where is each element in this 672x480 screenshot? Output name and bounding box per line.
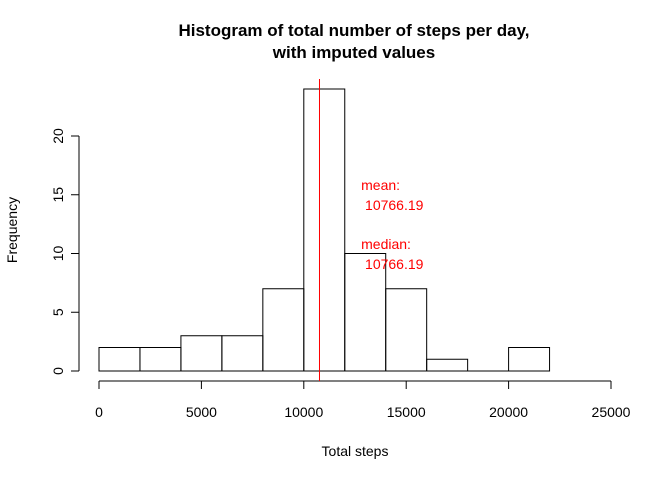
chart-title-line-1: Histogram of total number of steps per d… (178, 21, 529, 40)
histogram-bar (385, 288, 428, 372)
chart-title-line-2: with imputed values (272, 43, 435, 62)
x-axis: 0 5000 10000 15000 20000 25000 (95, 380, 631, 420)
y-tick-label: 10 (50, 246, 66, 262)
histogram-bar (221, 335, 264, 372)
annotation-line: median: (361, 236, 411, 252)
x-tick-label: 5000 (186, 404, 217, 420)
histogram-bars (98, 88, 551, 372)
histogram-bar (98, 347, 141, 372)
median-annotation: median: 10766.19 (361, 236, 423, 272)
histogram-bar (508, 347, 551, 372)
histogram-bar (139, 347, 182, 372)
annotation-line: 10766.19 (361, 256, 423, 272)
y-tick-label: 5 (50, 308, 66, 316)
y-tick-label: 20 (50, 128, 66, 144)
x-tick-label: 10000 (284, 404, 323, 420)
annotation-line: mean: (361, 177, 400, 193)
x-axis-label: Total steps (322, 443, 389, 459)
y-axis: 0 5 10 15 20 (50, 128, 80, 375)
x-tick-label: 0 (95, 404, 103, 420)
x-tick-label: 20000 (489, 404, 528, 420)
x-tick-label: 25000 (592, 404, 631, 420)
histogram-bar (303, 88, 346, 372)
y-tick-label: 0 (50, 367, 66, 375)
histogram-bar (262, 288, 305, 372)
y-tick-label: 15 (50, 187, 66, 203)
histogram-bar (180, 335, 223, 372)
histogram-bar (426, 358, 469, 372)
y-axis-label: Frequency (4, 197, 20, 263)
x-tick-label: 15000 (387, 404, 426, 420)
mean-annotation: mean: 10766.19 (361, 177, 423, 213)
annotation-line: 10766.19 (361, 197, 423, 213)
